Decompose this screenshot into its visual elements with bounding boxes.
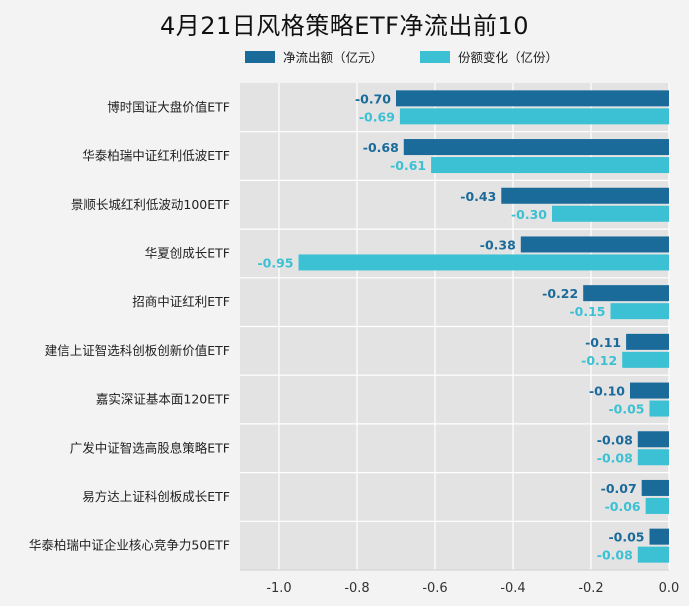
legend-swatch [245,51,275,63]
data-label: -0.11 [585,335,621,350]
x-tick-label: -0.6 [422,581,447,596]
bar [649,528,669,545]
category-label: 建信上证智选科创板创新价值ETF [45,343,230,358]
bar [403,139,669,156]
bar [630,382,669,399]
category-label: 华夏创成长ETF [145,245,230,260]
legend-label: 份额变化（亿份） [458,50,558,65]
x-tick-label: -0.4 [500,581,525,596]
category-label: 易方达上证科创板成长ETF [82,489,230,504]
bar [645,497,669,514]
data-label: -0.10 [589,384,625,399]
bar [637,431,669,448]
bar [552,205,669,222]
bar [399,108,669,125]
data-label: -0.95 [257,255,293,270]
legend-label: 净流出额（亿元） [283,50,383,65]
bar [298,254,669,271]
bar [641,479,669,496]
category-label: 华泰柏瑞中证红利低波ETF [82,148,230,163]
data-label: -0.22 [542,286,578,301]
bar [396,90,669,107]
data-label: -0.12 [581,353,617,368]
bar [622,351,669,368]
x-tick-label: -0.8 [344,581,369,596]
data-label: -0.05 [608,530,644,545]
category-label: 招商中证红利ETF [132,294,230,309]
bar [637,449,669,466]
data-label: -0.08 [597,548,633,563]
bar [431,157,669,174]
bar [610,303,669,320]
category-label: 华泰柏瑞中证企业核心竞争力50ETF [29,538,230,553]
x-tick-label: -0.2 [578,581,603,596]
data-label: -0.43 [460,189,496,204]
legend-swatch [420,51,450,63]
bar [501,187,669,204]
data-label: -0.08 [597,450,633,465]
data-label: -0.06 [605,499,641,514]
x-tick-label: -1.0 [266,581,291,596]
category-label: 景顺长城红利低波动100ETF [71,197,230,212]
data-label: -0.38 [480,237,516,252]
data-label: -0.61 [390,158,426,173]
data-label: -0.30 [511,207,547,222]
data-label: -0.70 [355,91,391,106]
bar [649,400,669,417]
bar [626,333,669,350]
data-label: -0.08 [597,432,633,447]
data-label: -0.68 [363,140,399,155]
data-label: -0.07 [601,481,637,496]
bar [637,546,669,563]
category-label: 广发中证智选高股息策略ETF [70,440,230,455]
chart-title: 4月21日风格策略ETF净流出前10 [160,12,529,40]
category-label: 博时国证大盘价值ETF [107,99,230,114]
category-label: 嘉实深证基本面120ETF [96,392,230,407]
x-tick-label: 0.0 [659,581,680,596]
data-label: -0.69 [359,109,395,124]
bar [520,236,669,253]
data-label: -0.15 [569,304,605,319]
bar [583,285,669,302]
data-label: -0.05 [608,402,644,417]
